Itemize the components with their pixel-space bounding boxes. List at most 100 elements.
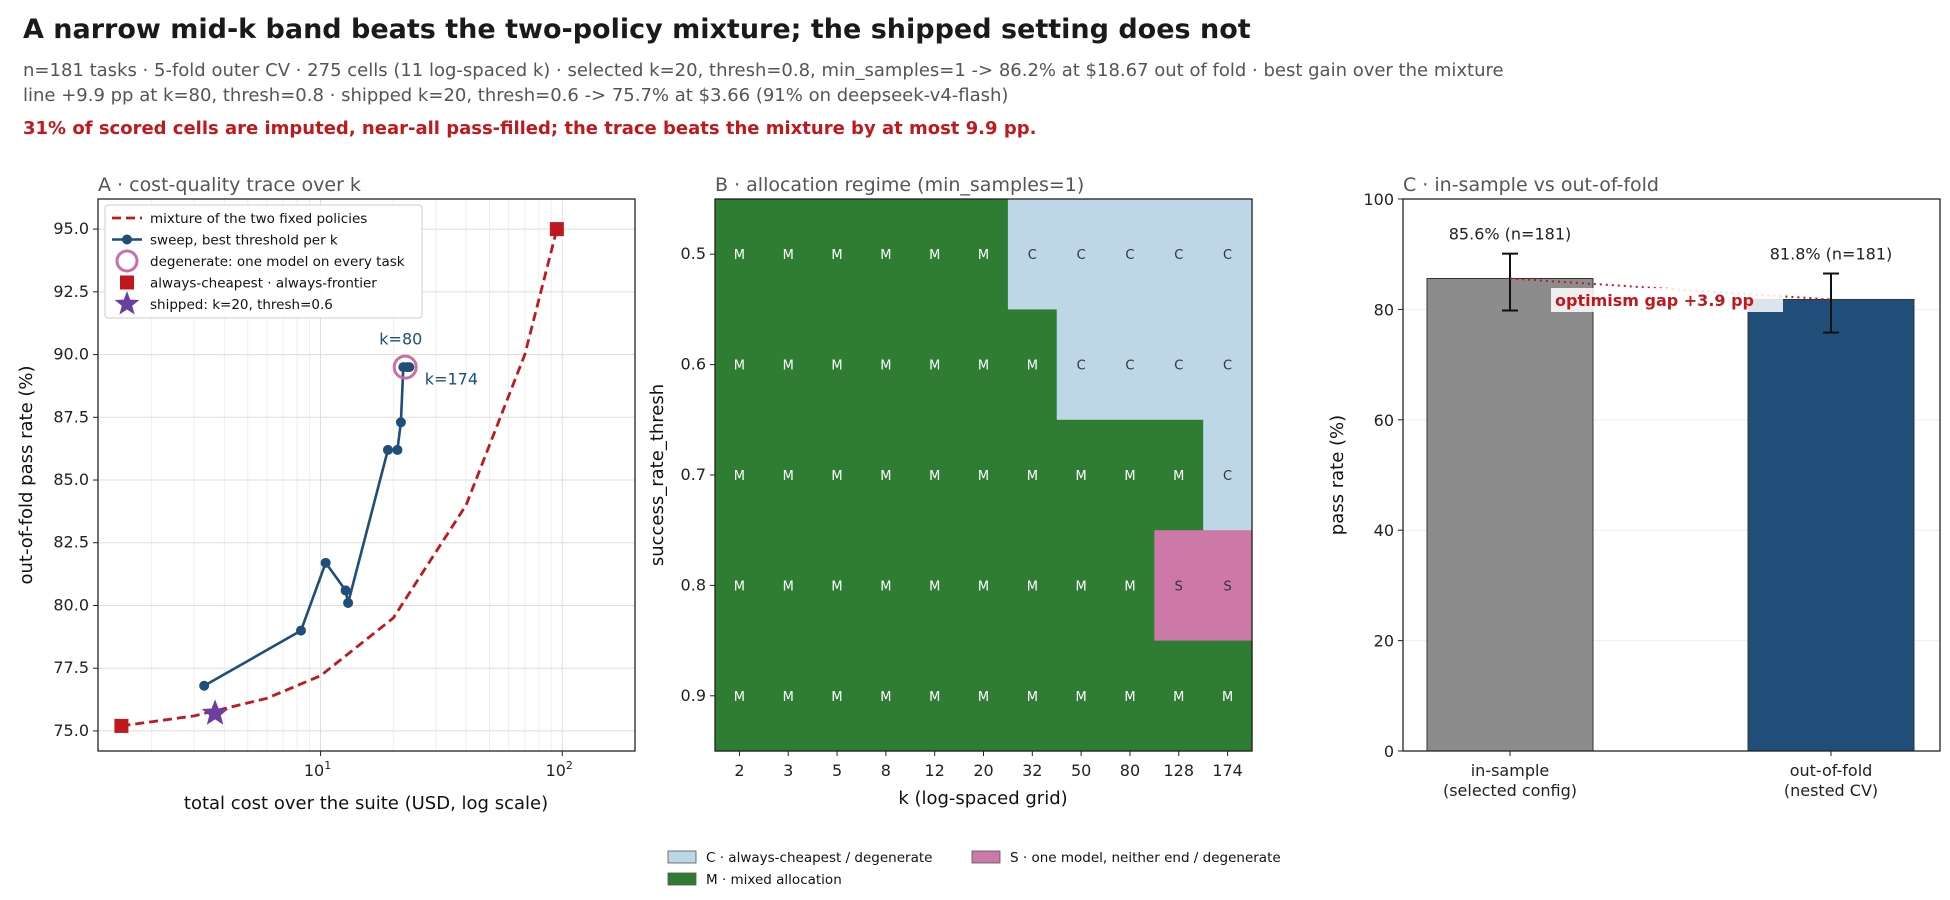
panel-a-legend-label: degenerate: one model on every task <box>150 254 405 270</box>
heatmap-cell-label: M <box>880 248 891 263</box>
heatmap-cell-label: M <box>734 359 745 374</box>
degenerate-ring-marker <box>392 354 418 380</box>
heatmap-cell-label: M <box>1027 359 1038 374</box>
heatmap-cell <box>715 309 765 421</box>
panel-b-title: B · allocation regime (min_samples=1) <box>715 174 1084 196</box>
heatmap-cell-label: S <box>1223 579 1231 594</box>
heatmap-cell <box>1105 309 1155 421</box>
heatmap-cell <box>812 419 863 531</box>
imputation-warning: 31% of scored cells are imputed, near-al… <box>23 118 1037 139</box>
panel-b-y-tick-label: 0.9 <box>681 686 706 705</box>
panel-c-y-tick-label: 0 <box>1384 742 1394 761</box>
heatmap-cell-label: M <box>978 469 989 484</box>
heatmap-cell <box>763 199 814 310</box>
always-frontier-marker <box>549 222 564 237</box>
panel-a-y-tick-label: 80.0 <box>53 595 89 614</box>
heatmap-cell-label: C <box>1223 248 1232 263</box>
panel-b-x-tick-label: 32 <box>1022 761 1042 780</box>
heatmap-cell-label: M <box>1173 690 1184 705</box>
heatmap-cell <box>910 530 960 642</box>
regime-legend-swatch <box>971 850 1001 864</box>
panel-b-x-tick-label: 128 <box>1163 761 1194 780</box>
heatmap-cell-label: C <box>1077 248 1086 263</box>
sweep-point <box>340 585 351 596</box>
heatmap-cell-label: M <box>1124 469 1135 484</box>
bar-value-label: 81.8% (n=181) <box>1770 245 1892 264</box>
heatmap-cell-label: M <box>1173 469 1184 484</box>
panel-c-title: C · in-sample vs out-of-fold <box>1403 174 1659 196</box>
heatmap-cell <box>1007 640 1058 752</box>
panel-b-x-tick-label: 3 <box>783 761 793 780</box>
sweep-point <box>382 444 393 455</box>
panel-c-x-tick-sublabel: (selected config) <box>1443 781 1577 800</box>
panel-a-x-tick-label: 101 <box>304 759 331 780</box>
legend-endpoints-swatch <box>120 275 134 290</box>
heatmap-cell <box>715 640 765 752</box>
heatmap-cell <box>1203 640 1253 752</box>
heatmap-cell-label: M <box>880 690 891 705</box>
panel-a-legend: mixture of the two fixed policies sweep, … <box>104 204 423 319</box>
heatmap-cell-label: M <box>831 690 842 705</box>
heatmap-cell <box>1007 419 1058 531</box>
heatmap-cell <box>861 640 911 752</box>
heatmap-cell <box>812 199 863 310</box>
mixture-curve-line <box>121 228 559 728</box>
panel-c-in-sample-vs-out-of-fold: C · in-sample vs out-of-fold 85.6% (n=18… <box>1327 174 1941 800</box>
heatmap-cell-label: C <box>1077 359 1086 374</box>
shipped-star-marker <box>201 699 229 725</box>
heatmap-cell <box>1105 640 1155 752</box>
panel-b-heatmap-cells: M M M M M M C C C C C M M M M M M M C C C C M M M M M M M M M M C M M M M M M M… <box>715 199 1253 752</box>
heatmap-cell-label: M <box>978 248 989 263</box>
heatmap-cell-label: M <box>783 469 794 484</box>
heatmap-cell-label: M <box>783 579 794 594</box>
sweep-point <box>320 557 331 568</box>
panel-a-legend-label: shipped: k=20, thresh=0.6 <box>150 297 333 313</box>
heatmap-cell <box>861 419 911 531</box>
heatmap-cell <box>1203 199 1253 310</box>
heatmap-cell <box>1203 530 1253 642</box>
out-of-fold-bar <box>1747 298 1915 752</box>
heatmap-cell <box>1056 530 1107 642</box>
panel-b-x-tick-label: 12 <box>925 761 945 780</box>
heatmap-cell <box>959 419 1009 531</box>
panel-a-legend-label: always-cheapest · always-frontier <box>150 276 377 292</box>
heatmap-cell <box>812 640 863 752</box>
heatmap-cell <box>763 530 814 642</box>
heatmap-cell <box>1007 199 1058 310</box>
heatmap-cell <box>715 530 765 642</box>
panel-b-y-tick-label: 0.5 <box>681 244 706 263</box>
panel-a-legend-label: mixture of the two fixed policies <box>150 211 367 227</box>
panel-b-x-axis-label: k (log-spaced grid) <box>898 788 1067 809</box>
figure-title: A narrow mid-k band beats the two-policy… <box>23 14 1251 45</box>
heatmap-cell <box>910 309 960 421</box>
heatmap-cell-label: M <box>929 690 940 705</box>
panel-b-x-tick-label: 20 <box>973 761 993 780</box>
sweep-point <box>395 417 406 428</box>
heatmap-cell <box>812 530 863 642</box>
k-annotation: k=80 <box>379 330 422 349</box>
heatmap-cell-label: M <box>1076 579 1087 594</box>
figure-subtitle-line-1: n=181 tasks · 5-fold outer CV · 275 cell… <box>23 60 1504 81</box>
heatmap-cell-label: M <box>978 579 989 594</box>
panel-a-ticks: 75.0 77.5 80.0 82.5 85.0 87.5 90.0 92.5 95.0 101 1… <box>53 219 573 780</box>
panel-c-ticks: 0 20 40 60 80 100 in-sample(selected config) ou… <box>1363 190 1878 800</box>
legend-shipped-swatch <box>114 291 140 315</box>
heatmap-cell <box>1056 309 1107 421</box>
heatmap-cell <box>1203 419 1253 531</box>
heatmap-cell <box>910 419 960 531</box>
heatmap-cell-label: M <box>734 690 745 705</box>
heatmap-cell-label: M <box>783 690 794 705</box>
heatmap-cell-label: M <box>880 359 891 374</box>
heatmap-cell-label: M <box>783 248 794 263</box>
heatmap-cell-label: M <box>734 579 745 594</box>
heatmap-cell-label: M <box>831 248 842 263</box>
heatmap-cell <box>1154 419 1204 531</box>
heatmap-cell <box>959 530 1009 642</box>
panel-c-y-tick-label: 60 <box>1374 411 1394 430</box>
heatmap-cell-label: M <box>929 359 940 374</box>
panel-b-y-tick-label: 0.6 <box>681 355 706 374</box>
heatmap-cell <box>959 199 1009 310</box>
heatmap-cell-label: C <box>1223 469 1232 484</box>
sweep-point <box>392 444 403 455</box>
